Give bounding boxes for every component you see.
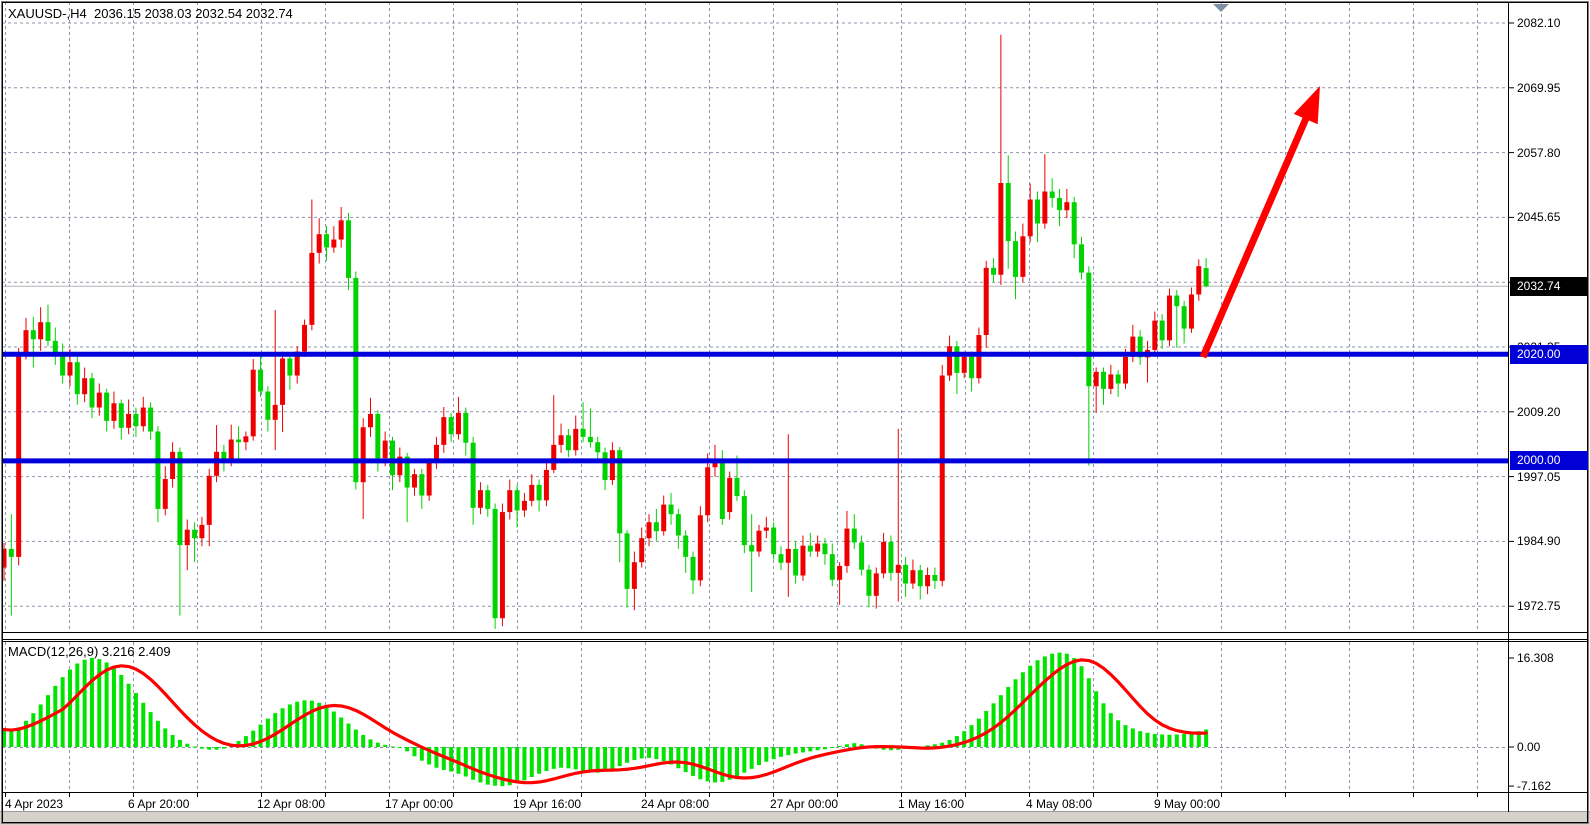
time-axis-label: 4 Apr 2023 — [5, 797, 64, 811]
price-axis-label: 2082.10 — [1517, 16, 1561, 30]
price-axis-label: 1984.90 — [1517, 534, 1561, 549]
price-axis-label: 1997.05 — [1517, 469, 1561, 484]
time-axis-label: 19 Apr 16:00 — [513, 797, 582, 811]
hline-badge-2020: 2020.00 — [1510, 344, 1588, 364]
price-axis-label: 1972.75 — [1517, 599, 1561, 614]
time-axis-label: 17 Apr 00:00 — [385, 797, 454, 811]
time-axis-label: 9 May 00:00 — [1154, 797, 1221, 811]
macd-axis-label: 16.308 — [1517, 651, 1554, 665]
time-axis-label: 12 Apr 08:00 — [257, 797, 326, 811]
macd-axis-label: 0.00 — [1517, 740, 1541, 754]
ohlc-values: 2036.15 2038.03 2032.54 2032.74 — [93, 6, 293, 21]
price-axis-label: 2009.20 — [1517, 404, 1561, 419]
trend-arrow[interactable] — [1199, 112, 1312, 359]
price-axis-label: 2057.80 — [1517, 145, 1561, 160]
symbol-ohlc-title: XAUUSD-,H4 2036.15 2038.03 2032.54 2032.… — [8, 6, 293, 21]
price-axis-label: 2069.95 — [1517, 80, 1561, 95]
time-axis-label: 24 Apr 08:00 — [641, 797, 710, 811]
trend-arrow-head[interactable] — [1293, 86, 1320, 125]
time-axis-label: 6 Apr 20:00 — [128, 797, 190, 811]
time-axis-label: 27 Apr 00:00 — [770, 797, 839, 811]
macd-signal-line — [2, 658, 1208, 785]
shift-end-marker-icon — [1213, 4, 1229, 12]
time-axis-label: 1 May 16:00 — [898, 797, 965, 811]
current-price-badge: 2032.74 — [1510, 276, 1588, 296]
symbol-period-label: XAUUSD-,H4 — [8, 6, 87, 21]
macd-histogram — [2, 652, 1209, 787]
candlestick-series — [1, 34, 1209, 629]
hline-badge-2000: 2000.00 — [1510, 451, 1588, 471]
price-axis-label: 2045.65 — [1517, 210, 1561, 225]
macd-indicator-label: MACD(12,26,9) 3.216 2.409 — [8, 644, 171, 659]
macd-axis-label: -7.162 — [1517, 779, 1552, 794]
time-axis-label: 4 May 08:00 — [1026, 797, 1093, 811]
